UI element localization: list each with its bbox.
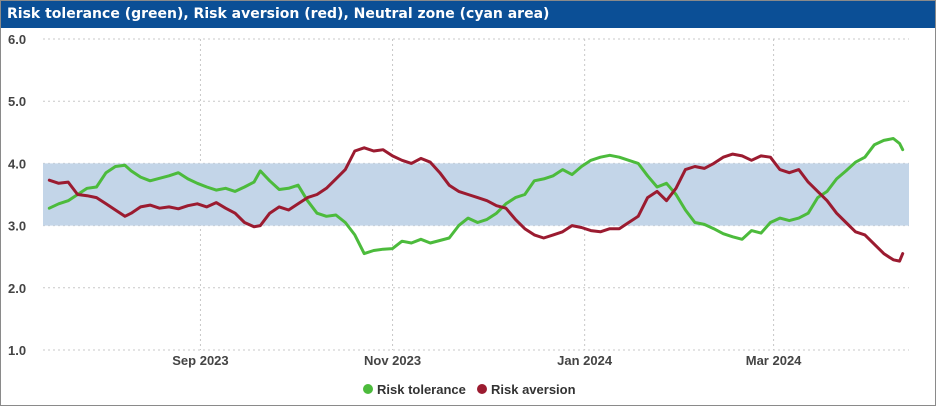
y-tick-label: 6.0 xyxy=(8,32,26,47)
series-line-risk-aversion xyxy=(47,146,905,263)
x-tick-label: Nov 2023 xyxy=(364,353,421,368)
legend-marker-risk-tolerance xyxy=(363,384,373,394)
legend-label-risk-aversion: Risk aversion xyxy=(491,382,576,397)
legend-marker-risk-aversion xyxy=(477,384,487,394)
legend: Risk tolerance Risk aversion xyxy=(363,382,576,397)
y-tick-label: 3.0 xyxy=(8,219,26,234)
y-tick-label: 1.0 xyxy=(8,343,26,358)
x-tick-label: Sep 2023 xyxy=(172,353,228,368)
x-tick-label: Jan 2024 xyxy=(557,353,613,368)
series-line-risk-tolerance xyxy=(47,137,905,256)
legend-item-risk-tolerance[interactable]: Risk tolerance xyxy=(363,382,466,397)
x-tick-label: Mar 2024 xyxy=(746,353,802,368)
legend-label-risk-tolerance: Risk tolerance xyxy=(377,382,466,397)
y-axis-ticks: 1.0 2.0 3.0 4.0 5.0 6.0 xyxy=(8,32,26,358)
legend-item-risk-aversion[interactable]: Risk aversion xyxy=(477,382,576,397)
neutral-zone-area xyxy=(43,163,909,226)
series-lines xyxy=(47,137,905,263)
x-axis-ticks: Sep 2023 Nov 2023 Jan 2024 Mar 2024 xyxy=(172,353,802,368)
y-tick-label: 4.0 xyxy=(8,156,26,171)
y-tick-label: 2.0 xyxy=(8,281,26,296)
chart-title: Risk tolerance (green), Risk aversion (r… xyxy=(1,1,935,28)
y-tick-label: 5.0 xyxy=(8,94,26,109)
